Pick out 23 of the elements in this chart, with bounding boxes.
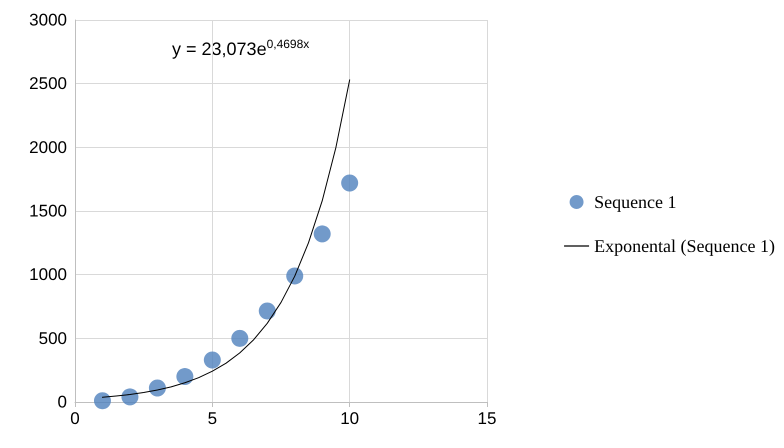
y-tick-label: 1000 bbox=[29, 265, 67, 284]
point bbox=[341, 174, 358, 192]
x-tick-label: 10 bbox=[340, 409, 360, 428]
point bbox=[231, 330, 248, 347]
point bbox=[258, 302, 276, 320]
point bbox=[94, 392, 111, 410]
point bbox=[176, 368, 194, 386]
y-tick-label: 0 bbox=[58, 392, 67, 412]
x-tick-label: 15 bbox=[478, 409, 496, 428]
legend-label: Sequence 1 bbox=[594, 192, 677, 212]
point bbox=[121, 388, 138, 406]
x-tick-label: 0 bbox=[70, 409, 80, 428]
point bbox=[204, 351, 221, 368]
point bbox=[148, 379, 166, 396]
y-tick-label: 2000 bbox=[29, 138, 67, 157]
point bbox=[286, 267, 304, 284]
point bbox=[314, 225, 331, 242]
legend-label: Exponental (Sequence 1) bbox=[594, 236, 776, 256]
y-tick-label: 1500 bbox=[29, 202, 67, 220]
x-tick-label: 5 bbox=[208, 409, 218, 428]
y-tick-label: 3000 bbox=[29, 10, 67, 30]
y-tick-label: 500 bbox=[38, 328, 67, 348]
y-tick-label: 2500 bbox=[29, 74, 67, 94]
